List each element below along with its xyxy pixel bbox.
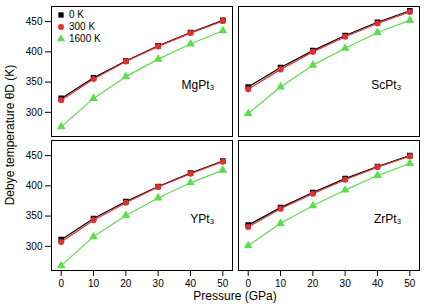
svg-text:400: 400 — [26, 180, 43, 191]
svg-text:450: 450 — [26, 16, 43, 27]
svg-text:0: 0 — [245, 278, 251, 289]
svg-text:300: 300 — [26, 241, 43, 252]
svg-text:20: 20 — [307, 278, 319, 289]
html-text:0 K: 0 K — [69, 9, 84, 20]
svg-text:10: 10 — [275, 278, 287, 289]
html-text:300 K: 300 K — [69, 21, 96, 32]
svg-text:40: 40 — [185, 278, 197, 289]
svg-text:400: 400 — [26, 46, 43, 57]
svg-text:20: 20 — [120, 278, 132, 289]
svg-text:40: 40 — [372, 278, 384, 289]
svg-text:YPt₃: YPt₃ — [190, 212, 214, 226]
svg-text:30: 30 — [340, 278, 352, 289]
html-text:Pressure (GPa): Pressure (GPa) — [193, 289, 277, 303]
svg-text:450: 450 — [26, 150, 43, 161]
svg-text:350: 350 — [26, 210, 43, 221]
svg-text:300: 300 — [26, 107, 43, 118]
svg-text:50: 50 — [217, 278, 229, 289]
svg-text:50: 50 — [404, 278, 416, 289]
svg-text:ZrPt₃: ZrPt₃ — [374, 212, 402, 226]
html-text:1600 K: 1600 K — [69, 33, 101, 44]
html-text:Debye temperature θD (K): Debye temperature θD (K) — [3, 64, 17, 206]
svg-text:30: 30 — [153, 278, 165, 289]
svg-text:MgPt₃: MgPt₃ — [182, 78, 215, 92]
svg-text:350: 350 — [26, 76, 43, 87]
svg-text:ScPt₃: ScPt₃ — [371, 78, 401, 92]
svg-text:10: 10 — [88, 278, 100, 289]
svg-text:0: 0 — [58, 278, 64, 289]
